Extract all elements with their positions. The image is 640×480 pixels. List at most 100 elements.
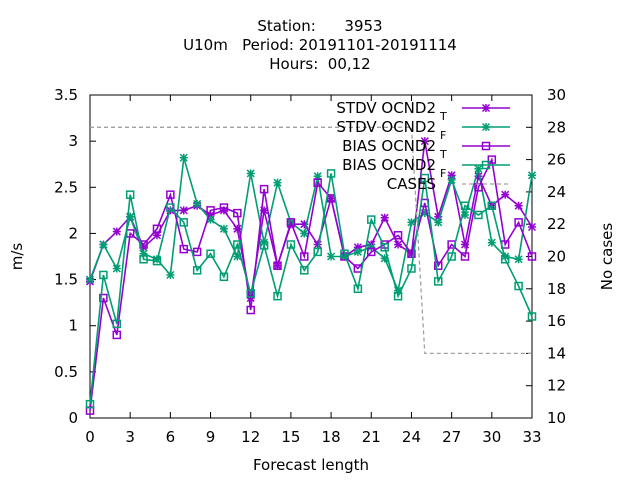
x-tick-label: 21 [362,428,381,446]
data-point-square-marker [112,330,122,340]
data-point-square-marker [393,291,403,301]
data-point-x-marker [367,243,376,252]
legend-label-1: STDV OCND2 [336,118,436,136]
data-point-square-marker [179,244,189,254]
data-point-square-marker [514,281,523,291]
data-point-x-marker [193,199,202,208]
data-point-x-marker [112,227,121,236]
data-point-square-marker [487,201,497,210]
data-point-square-marker [300,252,309,261]
data-point-x-marker [300,229,309,238]
y-tick-label: 1 [68,317,78,335]
y-tick-label: 1.5 [54,271,78,289]
x-tick-label: 33 [522,428,541,446]
data-point-square-marker [367,247,376,257]
data-point-square-marker [500,255,510,264]
y2-tick-label: 20 [547,248,566,266]
data-point-x-marker [501,190,510,199]
data-point-square-marker [166,203,175,212]
data-point-x-marker [487,238,496,247]
data-point-x-marker [434,218,443,227]
data-point-square-marker [259,241,269,250]
data-point-square-marker [407,249,416,258]
series-line-3 [89,173,533,405]
data-point-square-marker [192,247,202,257]
x-tick-label: 3 [125,428,135,446]
data-point-x-marker [380,213,389,222]
y2-tick-label: 28 [547,118,566,136]
data-point-square-marker [233,208,242,218]
data-point-square-marker [460,252,470,261]
data-point-square-marker [433,277,443,286]
data-point-x-marker [481,122,491,132]
x-tick-label: 9 [206,428,216,446]
data-point-x-marker [233,252,242,261]
data-point-x-marker [527,222,537,231]
data-point-square-marker [326,169,336,178]
data-point-x-marker [219,224,228,233]
data-point-square-marker [367,215,376,224]
y-tick-label: 2.5 [54,178,78,196]
y-axis-label: m/s [8,243,26,271]
data-point-square-marker [353,284,363,294]
legend-label-3: BIAS OCND2 [342,156,436,174]
x-tick-label: 12 [241,428,260,446]
data-point-square-marker [219,272,229,282]
data-point-square-marker [286,240,296,249]
data-point-x-marker [407,218,416,227]
legend-label-2: BIAS OCND2 [342,137,436,155]
y2-tick-label: 10 [547,409,566,427]
y-tick-label: 3 [68,132,78,150]
y-tick-label: 0 [68,409,78,427]
x-tick-label: 24 [402,428,421,446]
data-point-square-marker [481,141,491,151]
data-point-x-marker [179,206,188,215]
data-point-square-marker [206,249,215,258]
legend-label-subscript: T [439,148,447,161]
x-tick-label: 0 [85,428,95,446]
data-point-x-marker [112,264,121,273]
data-point-square-marker [112,319,122,329]
data-point-x-marker [327,252,336,261]
data-point-square-marker [313,178,322,187]
data-point-x-marker [514,255,523,264]
data-point-square-marker [125,190,135,199]
legend-label-4: CASES [387,175,436,193]
data-point-square-marker [313,247,322,257]
data-point-square-marker [192,266,202,275]
data-point-square-marker [166,190,175,199]
data-point-square-marker [99,270,108,280]
data-point-x-marker [166,270,175,279]
y-tick-label: 2 [68,224,78,242]
y2-tick-label: 30 [547,86,566,104]
data-point-x-marker [474,164,483,173]
legend-label-subscript: T [439,110,447,123]
data-point-x-marker [273,178,282,187]
series-line-2 [89,156,533,411]
series-line-0 [89,140,533,299]
data-point-x-marker [85,275,95,284]
data-point-square-marker [487,155,497,164]
data-point-square-marker [340,249,349,258]
y2-tick-label: 16 [547,312,566,330]
x-tick-label: 30 [482,428,501,446]
y2-tick-label: 24 [547,183,566,201]
y2-tick-label: 12 [547,377,566,395]
data-point-square-marker [273,291,282,301]
data-point-square-marker [219,203,229,212]
x-tick-label: 6 [166,428,176,446]
data-point-x-marker [527,171,537,180]
data-point-square-marker [420,173,430,183]
data-point-square-marker [206,206,215,215]
data-point-square-marker [179,218,189,227]
data-point-square-marker [152,224,162,234]
y2-tick-label: 18 [547,280,566,298]
data-point-square-marker [460,201,470,210]
y-tick-label: 3.5 [54,86,78,104]
data-point-square-marker [380,243,389,252]
data-point-square-marker [233,240,242,249]
legend-label-subscript: F [440,129,446,142]
data-point-square-marker [246,305,255,315]
data-point-square-marker [527,252,537,261]
